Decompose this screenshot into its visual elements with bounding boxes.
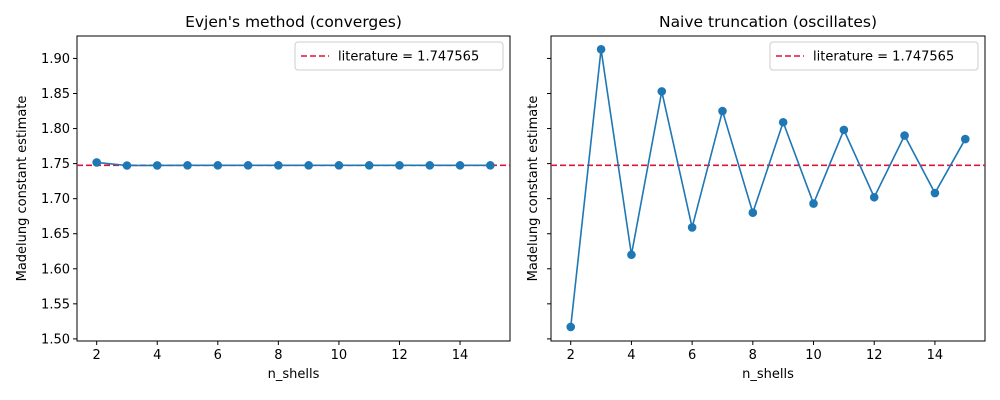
y-tick-label: 1.60 — [41, 262, 70, 277]
y-tick-label: 1.55 — [41, 297, 70, 312]
chart-title: Naive truncation (oscillates) — [659, 13, 877, 31]
data-point — [274, 161, 283, 170]
data-point — [718, 106, 727, 116]
data-point — [425, 161, 435, 170]
y-tick-label: 1.80 — [41, 122, 70, 137]
x-tick-label: 8 — [274, 348, 282, 363]
x-tick-label: 10 — [805, 348, 822, 363]
x-tick-label: 2 — [567, 348, 575, 363]
x-tick-label: 6 — [688, 348, 696, 363]
y-tick-label: 1.70 — [41, 192, 70, 207]
data-point — [304, 161, 313, 170]
data-point — [960, 134, 970, 144]
data-point — [183, 161, 192, 170]
y-axis-label: Madelung constant estimate — [526, 96, 541, 282]
legend: literature = 1.747565 — [294, 41, 504, 71]
y-tick-label: 1.50 — [41, 332, 70, 347]
data-point — [869, 192, 879, 202]
subplot-2: 2 4 6 8 10 12 14 Naive truncation (oscillates) n… — [526, 13, 986, 382]
data-point — [900, 131, 909, 140]
data-point — [657, 87, 667, 96]
data-point — [122, 161, 132, 170]
data-point — [930, 188, 940, 198]
data-point — [596, 45, 606, 54]
y-tick-label: 1.85 — [41, 87, 70, 102]
x-tick-label: 14 — [927, 348, 944, 363]
data-point — [92, 158, 101, 167]
legend-label: literature = 1.747565 — [813, 50, 954, 65]
x-tick-label: 2 — [93, 348, 101, 363]
subplot-1: 2 4 6 8 10 12 14 1.50 1.55 1.60 1.65 1.70 1.75 1.80 1.… — [15, 13, 511, 382]
chart-title: Evjen's method (converges) — [185, 13, 402, 31]
x-tick-label: 6 — [214, 348, 222, 363]
data-point — [334, 161, 344, 170]
series-line — [96, 161, 491, 167]
data-point — [213, 161, 223, 170]
data-point — [395, 161, 404, 170]
y-tick-label: 1.75 — [41, 157, 70, 172]
data-point — [809, 199, 818, 208]
data-point — [778, 117, 788, 127]
x-tick-label: 8 — [749, 348, 757, 363]
x-tick-label: 12 — [391, 348, 408, 363]
y-axis-label: Madelung constant estimate — [15, 96, 30, 282]
legend-box — [769, 41, 979, 71]
data-point — [839, 125, 849, 135]
series-line — [569, 49, 966, 328]
data-point — [748, 208, 758, 217]
legend: literature = 1.747565 — [769, 41, 979, 71]
x-tick-label: 4 — [153, 348, 161, 363]
data-point — [566, 322, 576, 332]
y-tick-label: 1.65 — [41, 227, 70, 242]
data-point — [152, 161, 162, 170]
data-point — [455, 161, 465, 170]
legend-box — [294, 41, 504, 71]
x-axis-label: n_shells — [268, 367, 320, 382]
data-point — [486, 161, 495, 170]
x-tick-label: 4 — [627, 348, 635, 363]
x-tick-label: 10 — [331, 348, 348, 363]
data-point — [687, 223, 697, 232]
x-tick-label: 14 — [452, 348, 469, 363]
plot-frame — [550, 35, 986, 342]
data-point — [243, 161, 253, 170]
data-point — [627, 250, 636, 260]
y-tick-label: 1.90 — [41, 52, 70, 67]
legend-label: literature = 1.747565 — [338, 50, 479, 65]
x-axis-label: n_shells — [742, 367, 794, 382]
x-tick-label: 12 — [866, 348, 883, 363]
plot-frame — [76, 35, 511, 342]
data-point — [364, 161, 374, 170]
